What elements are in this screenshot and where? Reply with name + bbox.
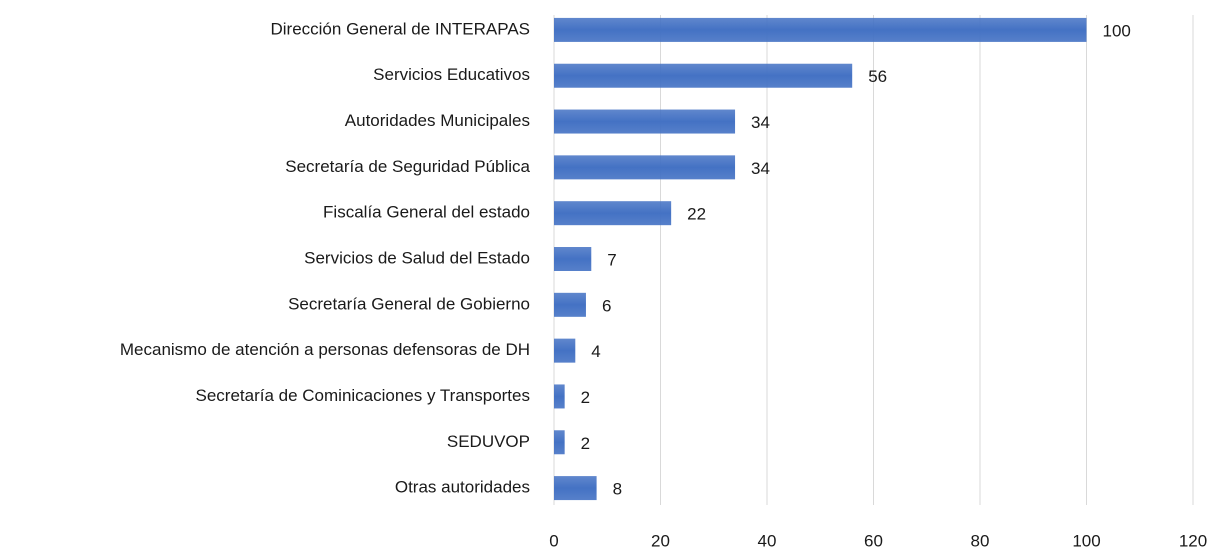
data-label: 4 [591, 342, 600, 361]
data-label: 100 [1103, 21, 1131, 40]
data-label: 8 [613, 480, 622, 499]
bar [554, 247, 592, 271]
y-tick-label: Servicios Educativos [373, 65, 530, 84]
data-label: 2 [581, 388, 590, 407]
data-label: 6 [602, 296, 611, 315]
bar [554, 292, 586, 317]
y-tick-label: SEDUVOP [447, 432, 530, 451]
data-label: 56 [868, 67, 887, 86]
data-label: 34 [751, 159, 770, 178]
bar [554, 430, 565, 455]
y-tick-label: Dirección General de INTERAPAS [270, 19, 530, 38]
y-tick-label: Autoridades Municipales [345, 111, 530, 130]
bar [554, 17, 1087, 42]
bar [554, 384, 565, 409]
x-tick-label: 80 [971, 531, 990, 550]
x-tick-label: 100 [1072, 531, 1100, 550]
bar [554, 338, 576, 363]
y-tick-label: Mecanismo de atención a personas defenso… [120, 340, 530, 359]
x-tick-label: 0 [549, 531, 558, 550]
y-tick-label: Secretaría General de Gobierno [288, 294, 530, 313]
y-tick-label: Secretaría de Cominicaciones y Transport… [196, 386, 531, 405]
x-tick-label: 120 [1179, 531, 1207, 550]
y-tick-label: Servicios de Salud del Estado [304, 248, 530, 267]
data-label: 7 [607, 250, 616, 269]
bar [554, 201, 672, 226]
data-label: 2 [581, 434, 590, 453]
bar [554, 476, 597, 501]
x-tick-label: 20 [651, 531, 670, 550]
data-label: 34 [751, 113, 770, 132]
x-tick-label: 60 [864, 531, 883, 550]
y-tick-label: Otras autoridades [395, 478, 530, 497]
data-label: 22 [687, 205, 706, 224]
bar [554, 109, 736, 134]
y-tick-label: Fiscalía General del estado [323, 203, 530, 222]
y-tick-label: Secretaría de Seguridad Pública [285, 157, 530, 176]
bar [554, 155, 736, 180]
x-tick-label: 40 [758, 531, 777, 550]
bar [554, 63, 853, 88]
